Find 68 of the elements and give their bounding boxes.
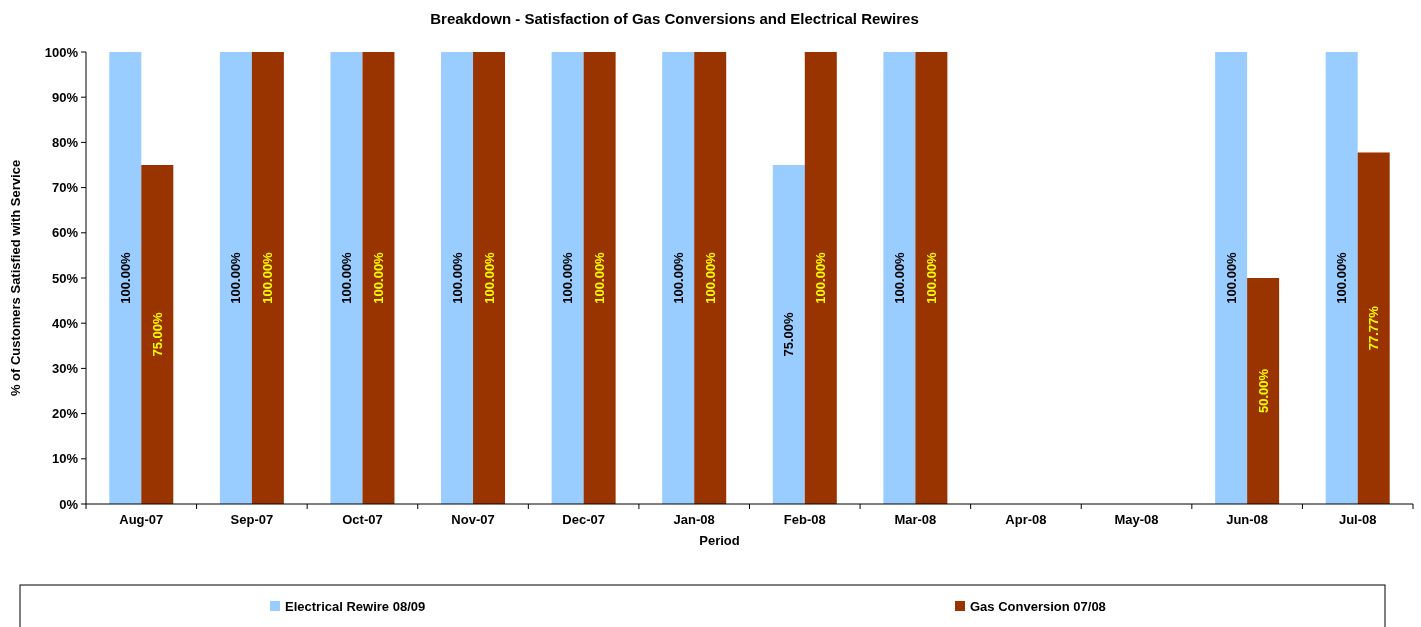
data-label: 100.00%	[449, 251, 465, 304]
bar	[662, 52, 695, 504]
x-tick-label: May-08	[1114, 512, 1159, 527]
x-tick-label: Nov-07	[451, 512, 495, 527]
bar	[551, 52, 584, 504]
bar	[362, 52, 395, 504]
y-tick-label: 40%	[51, 315, 79, 331]
data-label: 100.00%	[260, 251, 276, 304]
data-label: 75.00%	[149, 312, 165, 357]
bar	[1215, 52, 1248, 504]
data-label: 100.00%	[670, 251, 686, 304]
y-tick-label: 70%	[51, 180, 79, 196]
y-tick-label: 100%	[44, 44, 79, 60]
bar	[804, 52, 837, 504]
data-label: 100.00%	[339, 251, 355, 304]
bar	[441, 52, 474, 504]
data-label: 100.00%	[228, 251, 244, 304]
data-label: 100.00%	[923, 251, 939, 304]
bar	[694, 52, 727, 504]
legend-label: Gas Conversion 07/08	[970, 598, 1106, 614]
data-label: 50.00%	[1255, 368, 1271, 414]
bar	[583, 52, 616, 504]
x-tick-label: Mar-08	[894, 512, 937, 527]
data-label: 100.00%	[481, 251, 497, 304]
y-tick-label: 80%	[51, 134, 79, 150]
x-tick-label: Jul-08	[1338, 512, 1377, 527]
bar	[219, 52, 252, 504]
x-tick-label: Jan-08	[673, 512, 715, 527]
data-label: 100.00%	[813, 251, 829, 304]
x-tick-label: Oct-07	[342, 512, 383, 527]
data-label: 100.00%	[1334, 251, 1350, 304]
data-label: 100.00%	[117, 251, 133, 304]
data-label: 100.00%	[1223, 251, 1239, 304]
bar	[473, 52, 506, 504]
data-label: 77.77%	[1366, 305, 1382, 351]
x-tick-label: Dec-07	[562, 512, 605, 527]
data-label: 75.00%	[781, 312, 797, 357]
bar	[1247, 278, 1280, 504]
x-tick-label: Apr-08	[1005, 512, 1047, 527]
x-tick-label: Aug-07	[119, 512, 164, 527]
bar	[915, 52, 948, 504]
chart-title: Breakdown - Satisfaction of Gas Conversions and Electrical Rewires	[430, 10, 919, 27]
y-tick-label: 0%	[59, 496, 79, 512]
bar	[330, 52, 363, 504]
bar	[251, 52, 284, 504]
bar	[1357, 152, 1390, 504]
bar	[109, 52, 142, 504]
y-tick-label: 20%	[51, 406, 79, 422]
bar	[883, 52, 916, 504]
y-axis-title: % of Customers Satisfied with Service	[8, 159, 23, 397]
y-tick-label: 50%	[51, 270, 79, 286]
x-tick-label: Feb-08	[783, 512, 826, 527]
x-tick-label: Sep-07	[230, 512, 274, 527]
y-tick-label: 10%	[51, 451, 79, 467]
data-label: 100.00%	[560, 251, 576, 304]
data-label: 100.00%	[371, 251, 387, 304]
bar	[1325, 52, 1358, 504]
data-label: 100.00%	[702, 251, 718, 304]
legend-label: Electrical Rewire 08/09	[285, 598, 426, 614]
data-label: 100.00%	[891, 251, 907, 304]
x-tick-label: Jun-08	[1226, 512, 1269, 527]
bar	[141, 165, 174, 504]
y-tick-label: 30%	[51, 360, 79, 376]
bar	[772, 165, 805, 504]
y-tick-label: 90%	[51, 89, 79, 105]
x-axis-title: Period	[699, 533, 740, 548]
y-tick-label: 60%	[51, 225, 79, 241]
data-label: 100.00%	[592, 251, 608, 304]
